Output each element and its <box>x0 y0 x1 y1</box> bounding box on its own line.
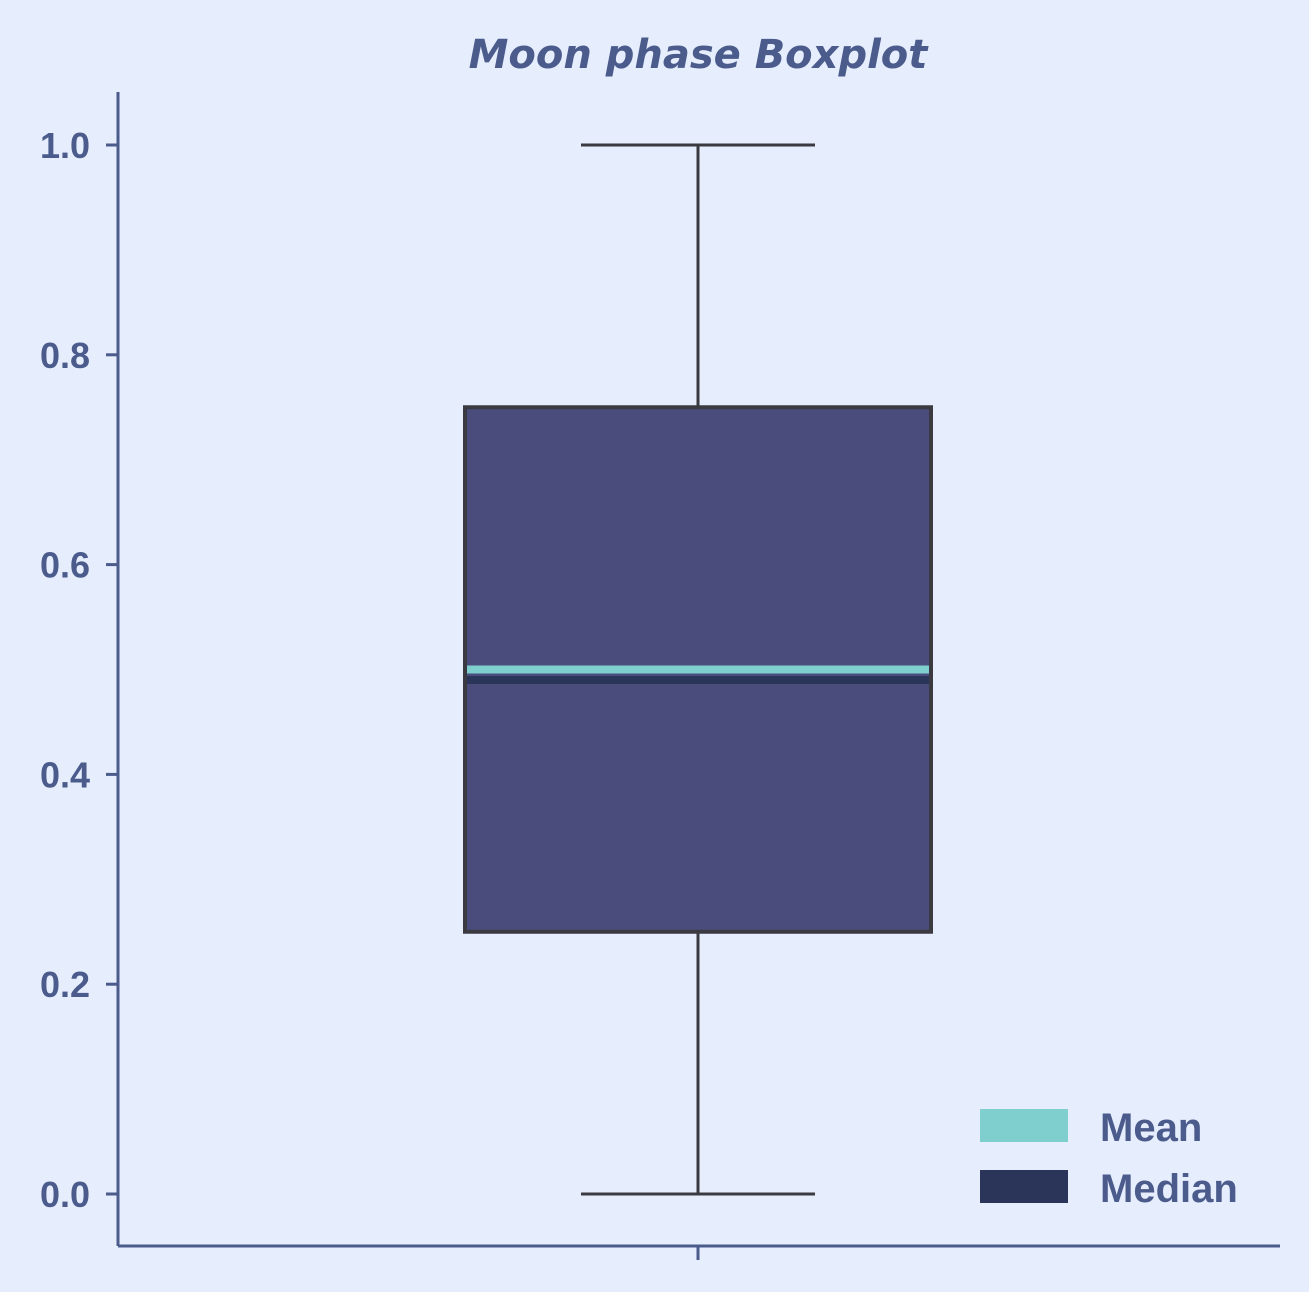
legend-label-mean: Mean <box>1100 1106 1202 1150</box>
legend: Mean Median <box>980 1106 1238 1211</box>
y-tick-label: 0.0 <box>40 1174 90 1215</box>
legend-swatch-median <box>980 1170 1068 1203</box>
axes: 0.0 0.2 0.4 0.6 0.8 1.0 <box>40 92 1280 1260</box>
y-tick-label: 0.4 <box>40 754 90 795</box>
legend-label-median: Median <box>1100 1167 1238 1211</box>
chart-title: Moon phase Boxplot <box>469 32 930 78</box>
y-tick-label: 0.6 <box>40 545 90 586</box>
legend-swatch-mean <box>980 1109 1068 1142</box>
box-layer <box>463 143 933 1196</box>
y-tick-label: 0.2 <box>40 964 90 1005</box>
y-tick-label: 1.0 <box>40 125 90 166</box>
y-tick-label: 0.8 <box>40 335 90 376</box>
